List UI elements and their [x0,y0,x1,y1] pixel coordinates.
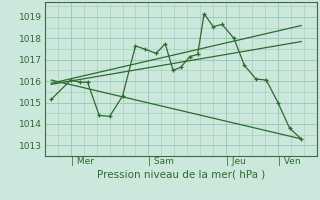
X-axis label: Pression niveau de la mer( hPa ): Pression niveau de la mer( hPa ) [97,169,265,179]
